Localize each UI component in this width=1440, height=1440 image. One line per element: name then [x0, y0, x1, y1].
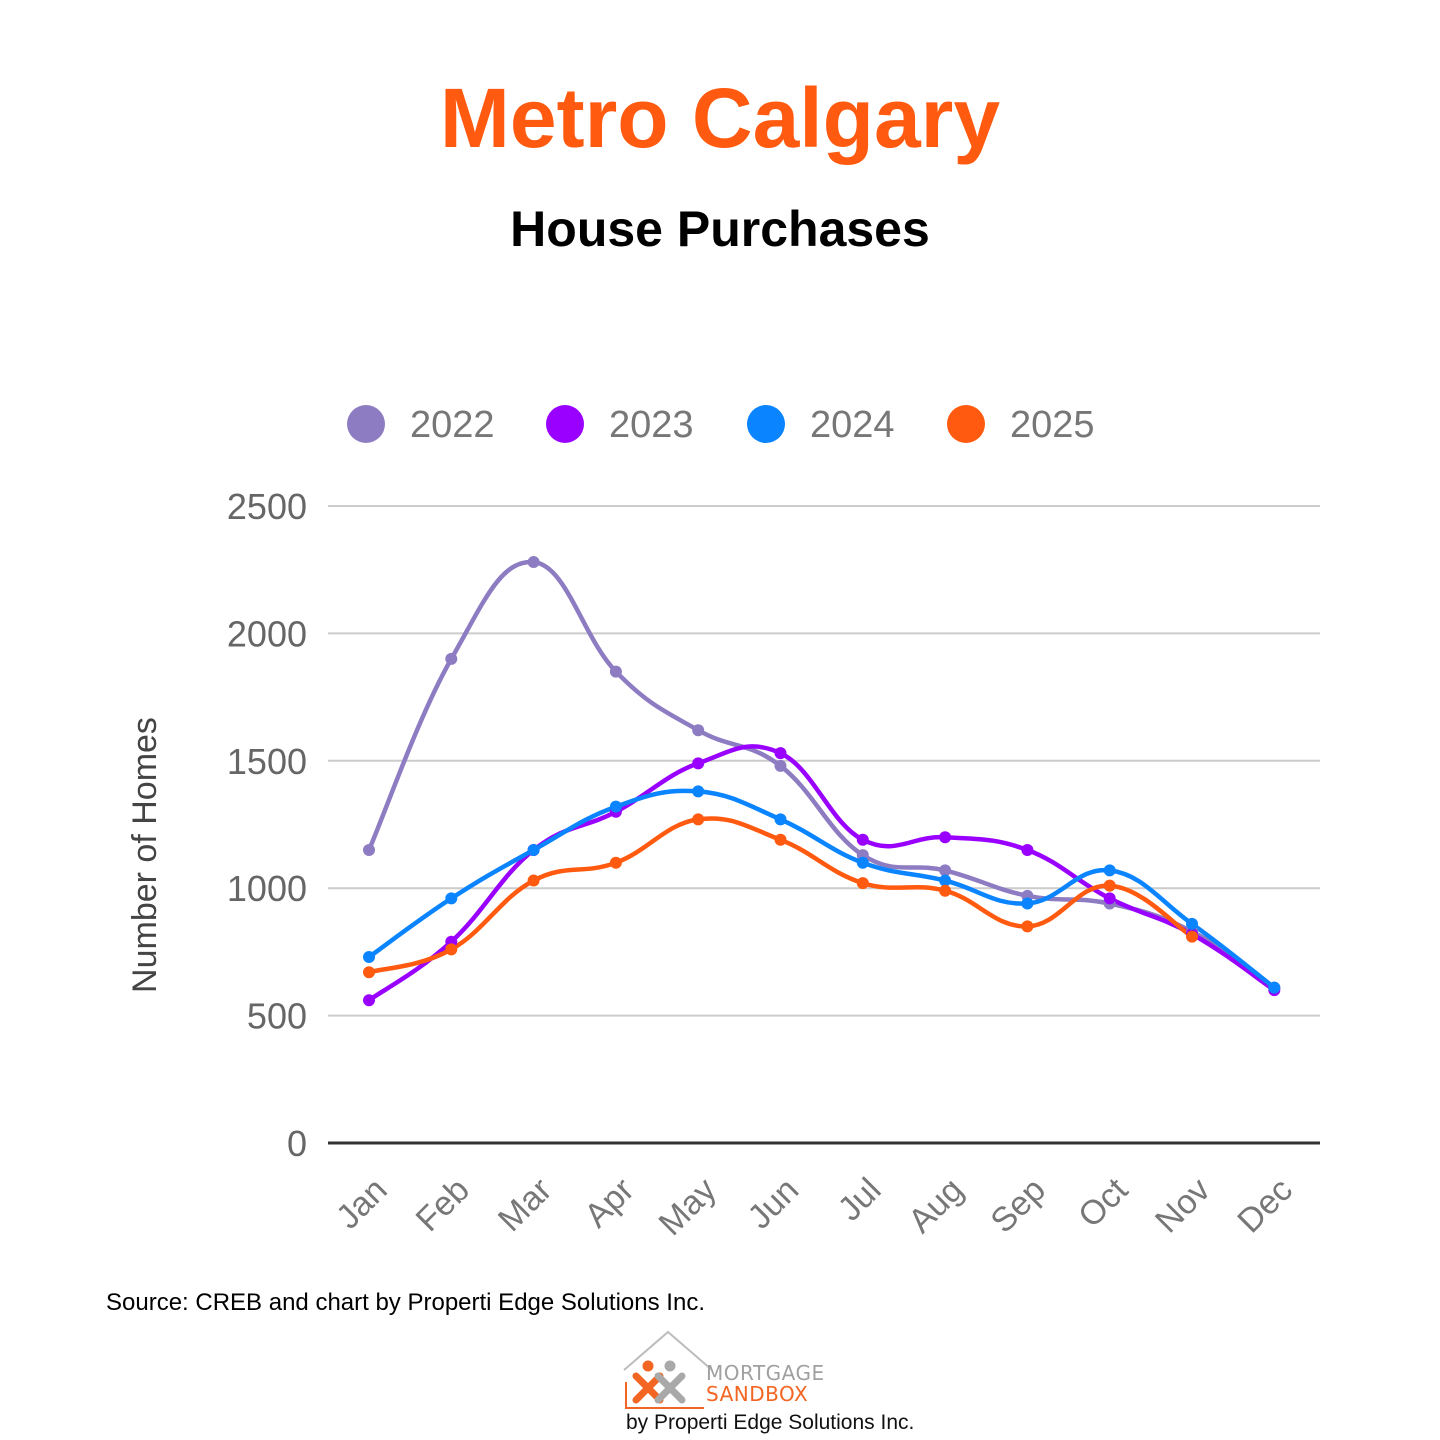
legend-item: 2023 — [546, 404, 694, 446]
line-chart: 2022 2023 2024 2025 0 500 1000 1500 2000 2500 Ja… — [126, 404, 1320, 1243]
data-point — [527, 556, 540, 569]
data-point — [939, 864, 952, 877]
x-tick-label: Jun — [741, 1171, 807, 1237]
data-point — [363, 950, 375, 963]
data-point — [445, 943, 458, 956]
x-tick-label: Oct — [1071, 1170, 1136, 1235]
logo-text-mortgage: MORTGAGE — [706, 1361, 825, 1385]
data-point — [692, 813, 705, 826]
chart-subtitle: House Purchases — [510, 201, 930, 257]
data-point — [939, 874, 952, 887]
data-point — [363, 843, 375, 856]
data-point — [1186, 917, 1198, 930]
legend-label: 2024 — [810, 404, 895, 446]
legend-swatch — [747, 405, 785, 443]
legend-label: 2022 — [410, 404, 495, 446]
data-point — [1103, 879, 1116, 892]
data-point — [692, 757, 705, 770]
data-point — [1186, 930, 1198, 943]
y-axis-label: Number of Homes — [126, 717, 164, 993]
data-point — [1103, 892, 1116, 905]
y-tick-label: 1500 — [227, 741, 307, 782]
data-point — [609, 856, 622, 869]
x-tick-label: Mar — [491, 1171, 559, 1239]
data-point — [1021, 920, 1034, 933]
y-tick-label: 2000 — [227, 613, 307, 654]
series-lines — [366, 559, 1277, 1003]
data-point — [527, 843, 540, 856]
y-tick-label: 1000 — [227, 868, 307, 909]
data-point — [856, 856, 869, 869]
data-point — [1021, 843, 1034, 856]
x-tick-label: Dec — [1230, 1171, 1300, 1241]
mortgage-sandbox-logo: MORTGAGE SANDBOX by Properti Edge Soluti… — [620, 1328, 914, 1438]
legend-label: 2023 — [609, 404, 694, 446]
x-tick-label: Nov — [1148, 1171, 1218, 1241]
data-point — [527, 874, 540, 887]
y-axis-ticks: 0 500 1000 1500 2000 2500 — [227, 486, 307, 1164]
chart-title: Metro Calgary — [439, 71, 1001, 165]
x-tick-label: Aug — [901, 1171, 971, 1241]
series-line — [366, 744, 1277, 1003]
logo-text-sandbox: SANDBOX — [706, 1382, 809, 1406]
house-logo-icon — [623, 1330, 713, 1409]
data-point — [1103, 864, 1116, 877]
y-tick-label: 500 — [247, 996, 307, 1037]
data-point — [363, 966, 375, 979]
data-point — [856, 833, 869, 846]
grid-lines — [328, 505, 1320, 1145]
legend-item: 2025 — [947, 404, 1095, 446]
x-tick-label: Apr — [577, 1171, 641, 1235]
legend-label: 2025 — [1010, 404, 1095, 446]
data-point — [1268, 981, 1281, 994]
data-point — [774, 813, 787, 826]
chart-legend: 2022 2023 2024 2025 — [347, 404, 1095, 446]
series-line — [366, 788, 1277, 990]
data-point — [445, 892, 458, 905]
data-point — [774, 747, 787, 760]
data-point — [1021, 897, 1034, 910]
logo-tagline: by Properti Edge Solutions Inc. — [626, 1411, 915, 1434]
x-tick-label: May — [652, 1171, 724, 1243]
legend-swatch — [546, 405, 584, 443]
y-tick-label: 2500 — [227, 486, 307, 527]
x-tick-label: Sep — [983, 1171, 1053, 1241]
data-point — [609, 800, 622, 813]
data-point — [445, 652, 458, 665]
legend-item: 2022 — [347, 404, 495, 446]
data-point — [856, 877, 869, 890]
data-point — [609, 665, 622, 678]
data-point — [939, 831, 952, 844]
legend-swatch — [947, 405, 985, 443]
x-tick-label: Jul — [831, 1171, 889, 1229]
x-axis-ticks: Jan Feb Mar Apr May Jun Jul Aug Sep Oct Nov Dec — [329, 1170, 1300, 1243]
data-point — [692, 785, 705, 798]
source-note: Source: CREB and chart by Properti Edge … — [106, 1289, 705, 1316]
legend-item: 2024 — [747, 404, 895, 446]
x-tick-label: Jan — [329, 1171, 395, 1237]
legend-swatch — [347, 405, 385, 443]
data-point — [774, 759, 787, 772]
x-tick-label: Feb — [409, 1171, 477, 1239]
data-point — [774, 833, 787, 846]
series-line — [366, 559, 1277, 990]
data-point — [363, 994, 375, 1007]
y-tick-label: 0 — [287, 1123, 307, 1164]
series-points — [363, 556, 1281, 1007]
data-point — [692, 724, 705, 737]
data-point — [939, 884, 952, 897]
